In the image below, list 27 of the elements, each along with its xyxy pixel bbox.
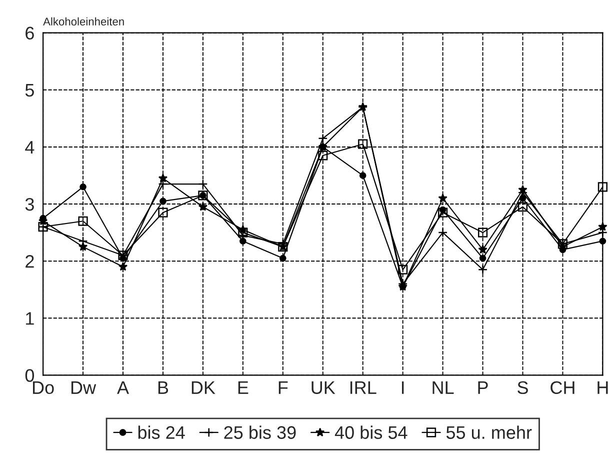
legend-label: 25 bis 39 <box>224 426 296 439</box>
y-tick-label: 6 <box>26 26 34 40</box>
y-tick-label: 0 <box>25 369 34 382</box>
x-tick-label: S <box>518 381 528 394</box>
x-tick-label: CH <box>550 381 574 394</box>
y-tick-label: 2 <box>26 255 34 268</box>
x-tick-label: DK <box>192 381 216 394</box>
x-tick-label: F <box>278 381 288 394</box>
legend-label: bis 24 <box>138 426 185 439</box>
legend-label: 40 bis 54 <box>334 426 408 439</box>
x-tick-label: A <box>117 381 129 394</box>
x-tick-label: Do <box>32 381 54 394</box>
x-tick-label: IRL <box>350 381 376 394</box>
y-tick-label: 3 <box>25 198 34 211</box>
legend-label: 55 u. mehr <box>446 426 532 439</box>
x-tick-label: NL <box>432 381 454 394</box>
x-tick-label: H <box>598 381 608 394</box>
y-tick-label: 1 <box>26 312 34 325</box>
x-tick-label: Dw <box>71 381 96 394</box>
x-tick-label: P <box>478 381 488 394</box>
y-axis-title: Alkoholeinheiten <box>43 17 124 26</box>
x-tick-label: I <box>402 381 404 394</box>
x-tick-label: B <box>158 381 168 394</box>
y-tick-label: 5 <box>25 84 34 97</box>
x-tick-label: UK <box>312 381 336 394</box>
y-tick-label: 4 <box>25 141 34 154</box>
x-tick-label: E <box>238 381 248 394</box>
